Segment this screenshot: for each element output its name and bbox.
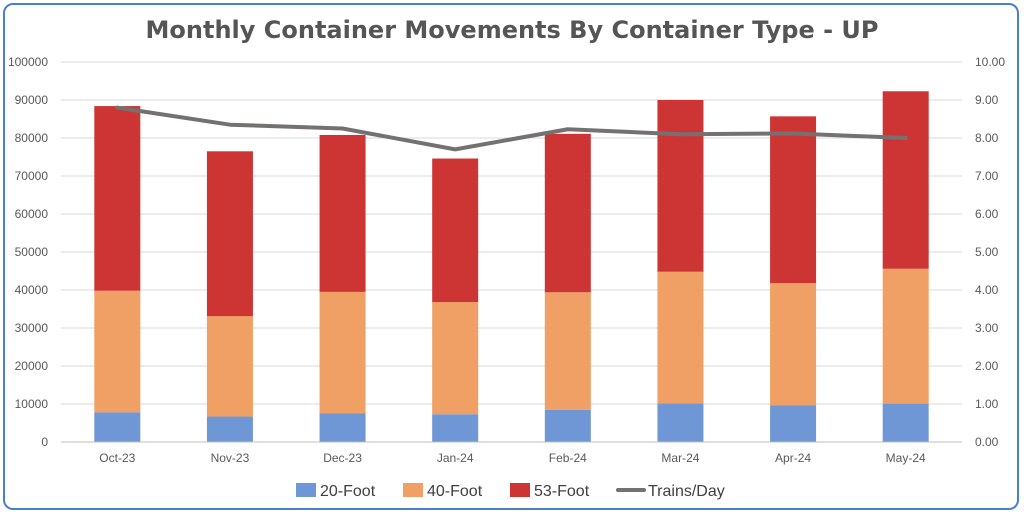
legend-label-20-foot: 20-Foot: [320, 483, 376, 500]
x-axis-tick-label: Oct-23: [99, 451, 135, 465]
legend-swatch-40-foot: [403, 483, 423, 497]
right-axis-tick-label: 4.00: [975, 283, 999, 297]
line-trains-day: [115, 105, 908, 152]
trains-line: [115, 105, 908, 152]
bar-40-foot-oct-23: [94, 290, 141, 413]
left-axis-tick-label: 30000: [15, 321, 49, 335]
left-axis-tick-label: 70000: [15, 169, 49, 183]
x-axis-tick-label: Jan-24: [437, 451, 474, 465]
legend-label-40-foot: 40-Foot: [427, 483, 483, 500]
axes: 0 10000 20000 30000 40000 50000 60000 70000 8000…: [8, 55, 1005, 465]
bar-40-foot-nov-23: [206, 316, 253, 417]
bar-20-foot-dec-23: [319, 413, 366, 442]
right-axis-tick-label: 10.00: [975, 55, 1005, 69]
left-axis-tick-label: 50000: [15, 245, 49, 259]
right-axis-tick-label: 5.00: [975, 245, 999, 259]
bar-20-foot-apr-24: [770, 405, 817, 442]
left-axis-tick-label: 90000: [15, 93, 49, 107]
left-axis-tick-label: 40000: [15, 283, 49, 297]
right-axis-tick-label: 7.00: [975, 169, 999, 183]
bar-53-foot-apr-24: [770, 116, 817, 284]
bar-53-foot-feb-24: [544, 133, 591, 293]
bar-53-foot-nov-23: [206, 151, 253, 317]
bars: [94, 91, 929, 442]
legend-label-trains-day: Trains/Day: [648, 483, 725, 500]
bar-53-foot-mar-24: [657, 100, 704, 272]
bar-20-foot-nov-23: [206, 416, 253, 442]
bar-53-foot-jan-24: [432, 158, 479, 303]
right-axis-tick-label: 1.00: [975, 397, 999, 411]
left-axis-tick-label: 80000: [15, 131, 49, 145]
left-axis-tick-label: 20000: [15, 359, 49, 373]
bar-40-foot-feb-24: [544, 292, 591, 410]
legend: 20-Foot 40-Foot 53-Foot Trains/Day: [296, 483, 725, 500]
left-axis-tick-label: 0: [41, 435, 48, 449]
legend-label-53-foot: 53-Foot: [534, 483, 590, 500]
left-axis-tick-label: 60000: [15, 207, 49, 221]
bar-20-foot-may-24: [882, 403, 929, 442]
x-axis-tick-label: May-24: [886, 451, 926, 465]
x-axis-tick-label: Dec-23: [323, 451, 362, 465]
bar-40-foot-jan-24: [432, 302, 479, 415]
x-axis-tick-label: Nov-23: [211, 451, 250, 465]
bar-40-foot-may-24: [882, 268, 929, 404]
left-axis-tick-label: 100000: [8, 55, 48, 69]
legend-swatch-53-foot: [510, 483, 530, 497]
bar-53-foot-may-24: [882, 91, 929, 269]
legend-swatch-20-foot: [296, 483, 316, 497]
right-axis-tick-label: 3.00: [975, 321, 999, 335]
right-axis-tick-label: 8.00: [975, 131, 999, 145]
x-axis-tick-label: Mar-24: [661, 451, 699, 465]
right-axis-tick-label: 2.00: [975, 359, 999, 373]
right-axis-tick-label: 9.00: [975, 93, 999, 107]
bar-20-foot-oct-23: [94, 412, 141, 442]
bar-40-foot-apr-24: [770, 283, 817, 406]
left-axis-tick-label: 10000: [15, 397, 49, 411]
bar-20-foot-feb-24: [544, 409, 591, 442]
x-axis-tick-label: Feb-24: [549, 451, 587, 465]
right-axis-tick-label: 0.00: [975, 435, 999, 449]
bar-40-foot-dec-23: [319, 291, 366, 414]
chart-frame: [3, 3, 1019, 510]
bar-20-foot-jan-24: [432, 414, 479, 442]
gridlines: [61, 61, 962, 405]
bar-40-foot-mar-24: [657, 271, 704, 404]
bar-53-foot-dec-23: [319, 134, 366, 292]
x-axis-tick-label: Apr-24: [775, 451, 811, 465]
bar-53-foot-oct-23: [94, 106, 141, 291]
right-axis-tick-label: 6.00: [975, 207, 999, 221]
chart-title: Monthly Container Movements By Container…: [146, 16, 879, 44]
bar-20-foot-mar-24: [657, 403, 704, 442]
